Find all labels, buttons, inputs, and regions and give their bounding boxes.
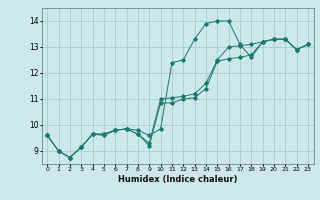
X-axis label: Humidex (Indice chaleur): Humidex (Indice chaleur): [118, 175, 237, 184]
